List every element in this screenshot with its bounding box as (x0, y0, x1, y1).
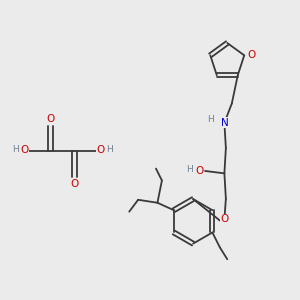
Text: O: O (248, 50, 256, 60)
Text: H: H (207, 115, 214, 124)
Text: N: N (220, 118, 228, 128)
Text: O: O (195, 166, 203, 176)
Text: O: O (220, 214, 229, 224)
Text: O: O (46, 114, 55, 124)
Text: H: H (186, 165, 193, 174)
Text: O: O (96, 145, 104, 155)
Text: O: O (20, 145, 28, 155)
Text: H: H (12, 145, 19, 154)
Text: H: H (106, 145, 113, 154)
Text: O: O (70, 178, 78, 189)
